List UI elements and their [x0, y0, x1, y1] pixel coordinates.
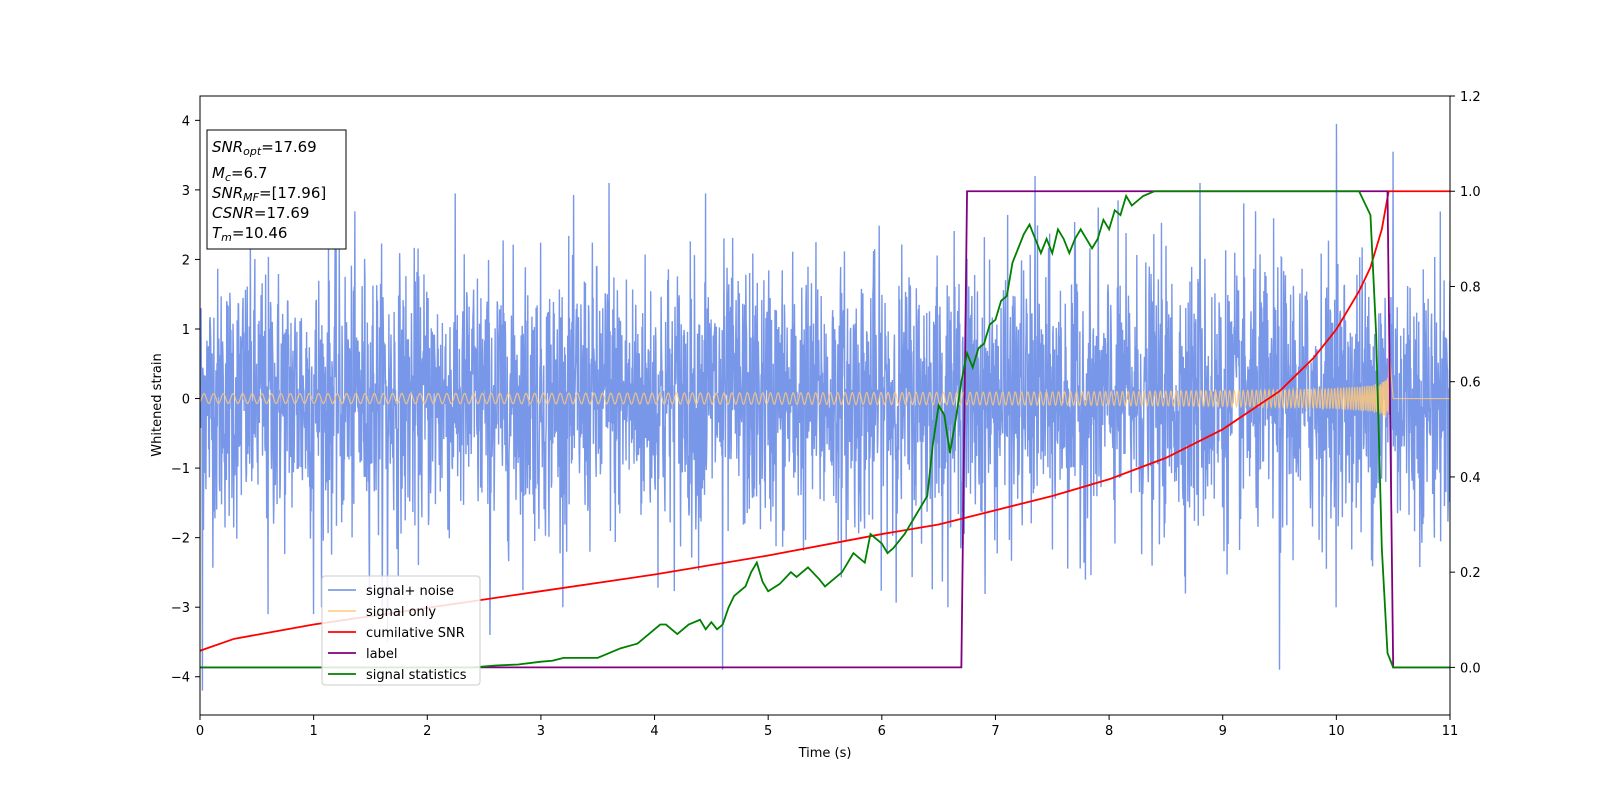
x-tick-label: 9	[1219, 724, 1227, 739]
legend-entry: signal only	[366, 605, 436, 620]
axes: 0 1 2 3 4 5 6 7 8 9 10 1143210−1−2−3−41.21.00.80.60…	[171, 90, 1481, 739]
y-left-tick-label: −4	[171, 671, 190, 686]
plot-area	[200, 123, 1450, 691]
y-right-tick-label: 0.6	[1460, 376, 1481, 391]
y-right-tick-label: 0.2	[1460, 566, 1481, 581]
series-signal-only	[200, 347, 1450, 418]
plot-frame	[199, 95, 1451, 716]
y-axis-label: Whitened strain	[150, 353, 165, 456]
legend-entry: signal+ noise	[366, 584, 454, 599]
y-right-tick-label: 1.2	[1460, 90, 1481, 105]
y-right-tick-label: 1.0	[1460, 185, 1481, 200]
legend: signal+ noise signal only cumilative SNR la…	[321, 575, 481, 686]
x-tick-label: 11	[1442, 724, 1459, 739]
x-tick-label: 2	[423, 724, 431, 739]
y-left-tick-label: −1	[171, 462, 190, 477]
x-tick-label: 8	[1105, 724, 1113, 739]
info-box: SNRopt=17.69 Mc=6.7 SNRMF=[17.96] CSNR=1…	[206, 129, 347, 250]
x-tick-label: 1	[309, 724, 317, 739]
x-axis-label: Time (s)	[798, 746, 852, 761]
info-mc: Mc=6.7	[212, 164, 267, 184]
y-left-tick-label: 3	[182, 184, 190, 199]
y-right-tick-label: 0.4	[1460, 471, 1481, 486]
series-signal-noise	[200, 123, 1450, 691]
y-left-tick-label: 2	[182, 253, 190, 268]
x-tick-label: 0	[196, 724, 204, 739]
x-tick-label: 10	[1328, 724, 1345, 739]
legend-entry: cumilative SNR	[366, 626, 465, 641]
legend-entry: label	[366, 647, 397, 662]
y-right-tick-label: 0.0	[1460, 661, 1481, 676]
x-tick-label: 5	[764, 724, 772, 739]
info-snr-mf: SNRMF=[17.96]	[212, 184, 326, 204]
x-tick-label: 4	[650, 724, 658, 739]
series-signal-statistics	[200, 190, 1450, 669]
info-box-frame	[206, 129, 347, 250]
y-left-tick-label: −3	[171, 601, 190, 616]
y-left-tick-label: −2	[171, 532, 190, 547]
info-csnr: CSNR=17.69	[212, 204, 309, 222]
x-tick-label: 7	[991, 724, 999, 739]
legend-entry: signal statistics	[366, 668, 467, 683]
y-left-tick-label: 0	[182, 393, 190, 408]
legend-frame	[321, 575, 481, 686]
x-tick-label: 3	[537, 724, 545, 739]
info-snr-opt: SNRopt=17.69	[212, 138, 317, 158]
y-left-tick-label: 4	[182, 114, 190, 129]
y-left-tick-label: 1	[182, 323, 190, 338]
series-cumilative-snr	[200, 190, 1450, 652]
y-right-tick-label: 0.8	[1460, 280, 1481, 295]
info-tm: Tm=10.46	[212, 224, 287, 244]
x-tick-label: 6	[878, 724, 886, 739]
